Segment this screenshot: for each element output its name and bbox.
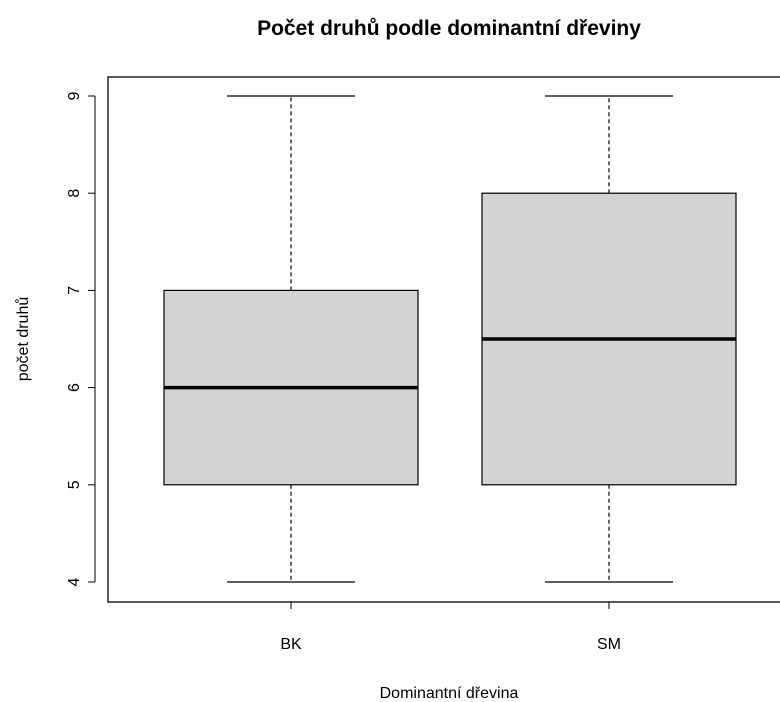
x-tick-label: BK <box>280 636 302 653</box>
box-sm <box>481 95 737 583</box>
boxes <box>163 95 737 583</box>
y-tick-label: 5 <box>66 480 83 489</box>
x-axis-label: Dominantní dřevina <box>380 685 519 702</box>
x-axis: BK SM <box>280 601 621 653</box>
chart-title: Počet druhů podle dominantní dřeviny <box>257 17 641 40</box>
y-tick-label: 4 <box>66 577 83 586</box>
y-tick-label: 7 <box>66 286 83 295</box>
y-tick-label: 9 <box>66 91 83 100</box>
box-bk <box>163 95 419 583</box>
x-tick-label: SM <box>597 636 621 653</box>
y-axis-label: počet druhů <box>14 297 32 382</box>
y-axis: 4 5 6 7 8 9 <box>66 91 96 586</box>
y-tick-label: 8 <box>66 189 83 198</box>
y-tick-label: 6 <box>66 383 83 392</box>
